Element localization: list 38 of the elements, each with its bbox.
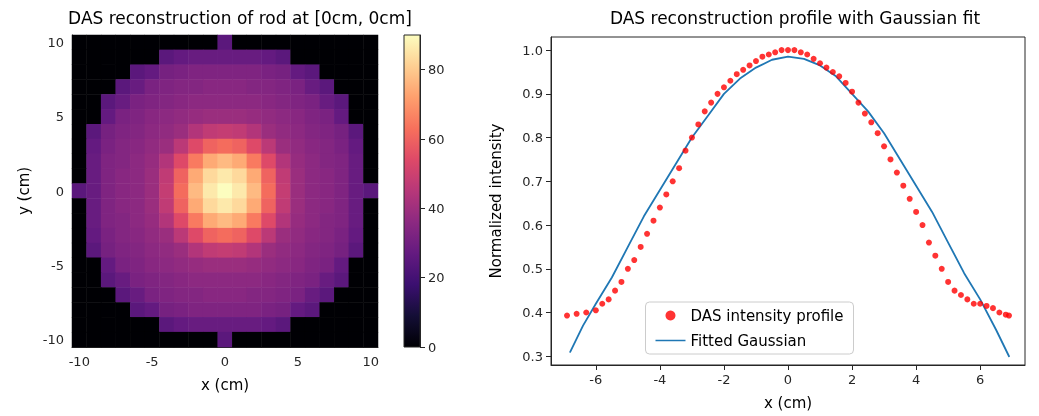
legend-label: Fitted Gaussian: [690, 331, 807, 350]
x-tick-label: -4: [653, 372, 667, 387]
x-tick-label: 10: [362, 354, 379, 369]
x-tick-label: -6: [589, 372, 603, 387]
y-tick-label: 0.5: [522, 261, 543, 277]
y-tick-label: 0.8: [522, 130, 543, 146]
x-tick-label: 0: [220, 354, 230, 369]
x-axis-title: x (cm): [763, 393, 813, 412]
y-axis-title: y (cm): [15, 166, 34, 216]
y-tick-label: 1.0: [522, 42, 543, 58]
color-bar-label: 60: [428, 131, 445, 147]
chart-title: DAS reconstruction profile with Gaussian fit: [609, 7, 981, 28]
y-tick-label: 0.6: [522, 217, 543, 233]
color-bar-label: 40: [428, 200, 445, 216]
y-tick-label: 0.3: [522, 348, 543, 364]
y-axis-title: Normalized intensity: [486, 123, 505, 279]
color-bar-label: 80: [428, 62, 445, 78]
chart-title: DAS reconstruction of rod at [0cm, 0cm]: [68, 7, 412, 28]
x-tick-label: 5: [293, 354, 302, 369]
y-tick-label: 0: [55, 183, 64, 199]
y-tick-label: 0.9: [522, 86, 543, 102]
color-bar-label: 20: [428, 270, 445, 286]
color-bar-label: 0: [428, 339, 437, 355]
x-tick-label: -2: [717, 372, 731, 387]
x-tick-label: 0: [783, 372, 793, 387]
y-tick-label: 0.7: [522, 173, 543, 189]
y-tick-label: -10: [42, 332, 64, 348]
y-tick-label: 5: [55, 109, 64, 125]
y-tick-label: 0.4: [522, 305, 543, 321]
y-tick-label: -5: [51, 257, 64, 273]
x-tick-label: 2: [847, 372, 857, 387]
x-tick-label: -5: [145, 354, 159, 369]
x-tick-label: 6: [976, 372, 985, 387]
y-tick-label: 10: [47, 34, 64, 50]
x-tick-label: 4: [911, 372, 921, 387]
x-tick-label: -10: [68, 354, 90, 369]
legend-label: DAS intensity profile: [690, 306, 844, 325]
x-axis-title: x (cm): [200, 375, 250, 394]
